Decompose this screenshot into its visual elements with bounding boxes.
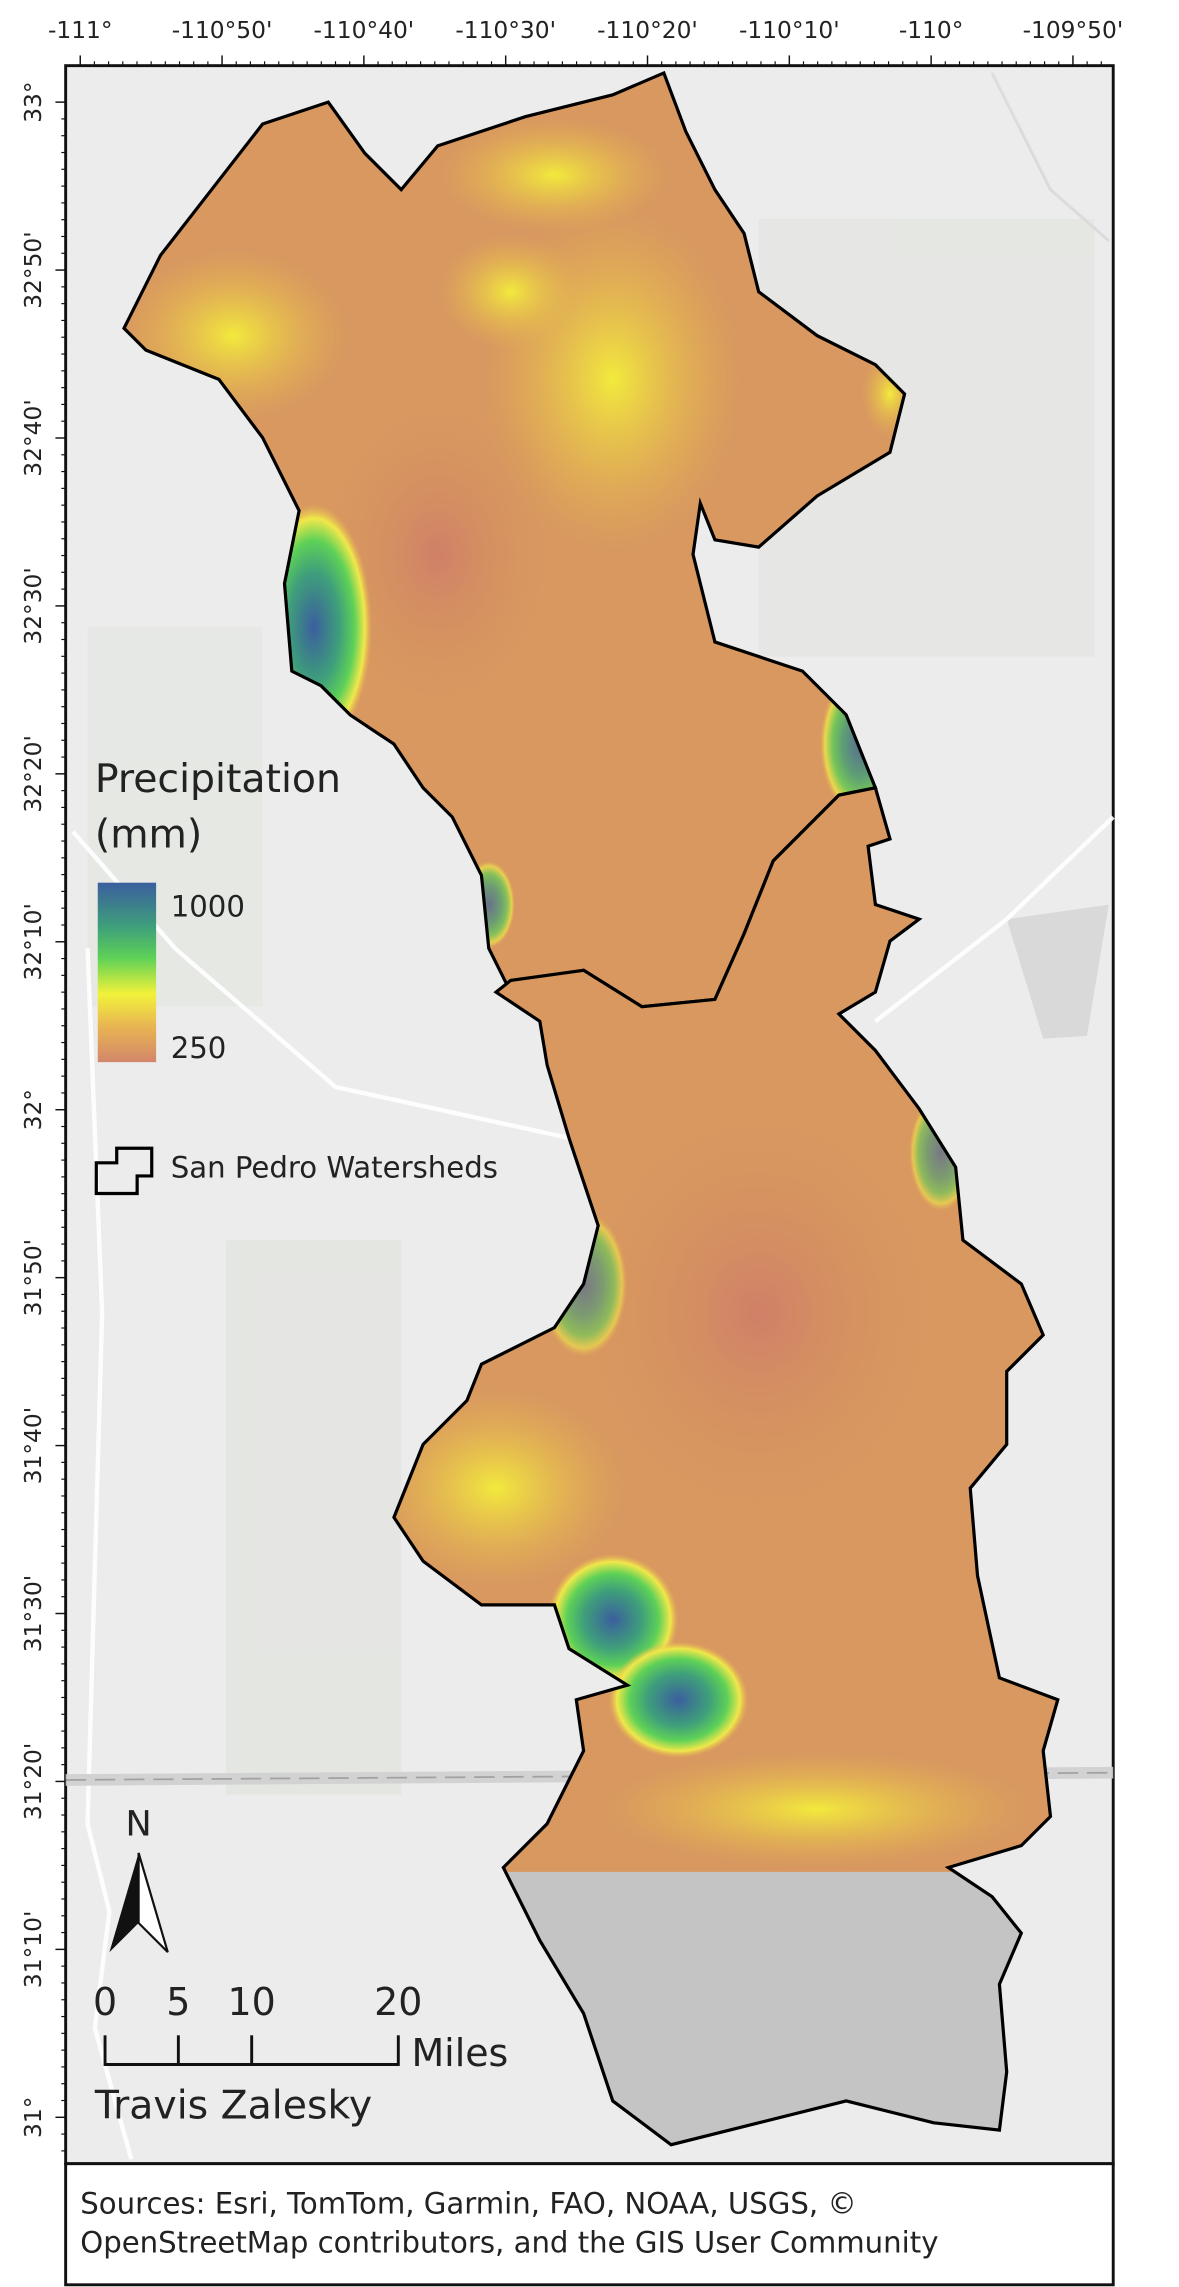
legend-ramp <box>97 882 157 1063</box>
longitude-label: -110°40' <box>314 16 415 44</box>
latitude-label: 31°10' <box>19 1911 47 1988</box>
scale-unit: Miles <box>411 2031 508 2075</box>
sources-box <box>64 2162 1115 2287</box>
latitude-label: 32°20' <box>19 735 47 812</box>
latitude-label: 31°20' <box>19 1743 47 1820</box>
longitude-label: -109°50' <box>1023 16 1124 44</box>
sources-text: OpenStreetMap contributors, and the GIS … <box>80 2226 938 2260</box>
latitude-label: 32°30' <box>19 567 47 644</box>
longitude-label: -110°20' <box>597 16 698 44</box>
scale-label: 0 <box>93 1980 117 2024</box>
north-arrow <box>137 1852 169 1953</box>
latitude-label: 33° <box>19 81 47 122</box>
scale-bar: 0 5 10 20 <box>93 1980 422 2066</box>
legend-title: Precipitation <box>95 756 341 802</box>
longitude-label: -111° <box>48 16 113 44</box>
latitude-label: 31°30' <box>19 1575 47 1652</box>
scale-label: 5 <box>166 1980 190 2024</box>
latitude-label: 31°40' <box>19 1407 47 1484</box>
latitude-label: 32°50' <box>19 231 47 308</box>
scale-label: 10 <box>228 1980 276 2024</box>
latitude-label: 31° <box>19 2097 47 2138</box>
north-label: N <box>126 1804 152 1844</box>
latitude-label: 32°40' <box>19 399 47 476</box>
legend-watershed-symbol <box>94 1146 154 1196</box>
author: Travis Zalesky <box>94 2082 372 2128</box>
legend-min-label: 250 <box>171 1031 227 1065</box>
longitude-label: -110°10' <box>739 16 840 44</box>
longitude-label: -110°50' <box>172 16 273 44</box>
sources-text: Sources: Esri, TomTom, Garmin, FAO, NOAA… <box>80 2186 856 2220</box>
legend-layer-label: San Pedro Watersheds <box>171 1150 498 1184</box>
latitude-label: 31°50' <box>19 1239 47 1316</box>
longitude-label: -110° <box>899 16 964 44</box>
layout: Precipitation (mm) 1000 250 San Pedro Wa… <box>19 16 1124 2287</box>
legend-max-label: 1000 <box>171 889 245 923</box>
graticule: -111° -110°50' -110°40' -110°30' -110°20' -11… <box>19 16 1124 2152</box>
latitude-label: 32°10' <box>19 903 47 980</box>
legend-title: (mm) <box>95 812 202 858</box>
longitude-label: -110°30' <box>455 16 556 44</box>
scale-label: 20 <box>374 1980 422 2024</box>
latitude-label: 32° <box>19 1089 47 1130</box>
